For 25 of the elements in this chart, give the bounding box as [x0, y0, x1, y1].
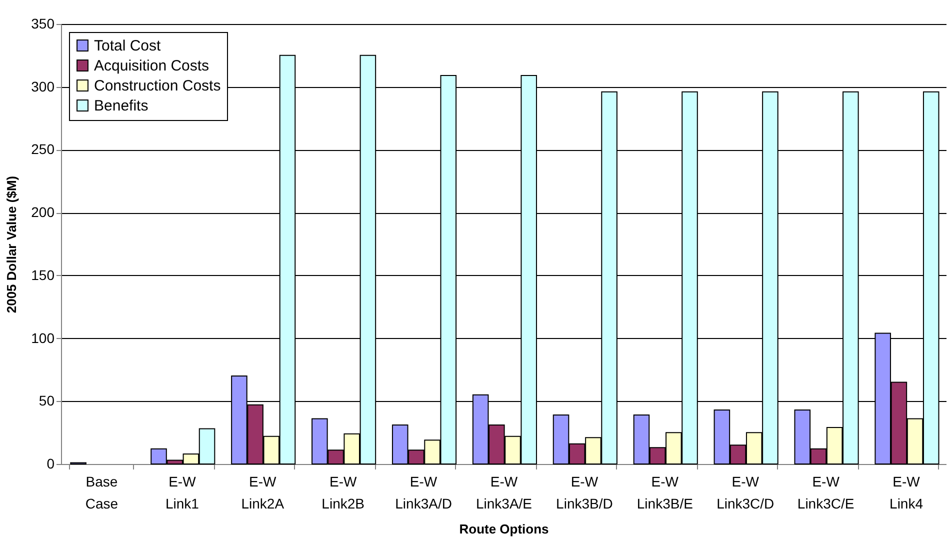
- legend-label: Benefits: [94, 98, 148, 114]
- y-tick-label: 100: [31, 330, 55, 346]
- x-tick-label: Base Case: [85, 474, 118, 512]
- x-tick-label: E-W Link2B: [322, 474, 364, 512]
- y-tick-label: 350: [31, 16, 55, 32]
- legend-label: Total Cost: [94, 38, 162, 54]
- y-tick-label: 200: [31, 204, 55, 220]
- x-tick-label: E-W Link2A: [241, 474, 285, 512]
- y-tick-label: 150: [31, 266, 55, 283]
- x-tick-label: E-W Link3C/D: [716, 474, 774, 512]
- legend-label: Acquisition Costs: [94, 58, 210, 74]
- x-tick-label: E-W Link3B/E: [636, 474, 693, 512]
- y-axis-title: 2005 Dollar Value ($M): [4, 176, 20, 314]
- y-tick-label: 50: [38, 392, 55, 409]
- x-tick-label: E-W Link1: [165, 474, 200, 512]
- legend-label: Construction Costs: [94, 78, 221, 94]
- x-tick-label: E-W Link3A/E: [476, 474, 532, 512]
- x-tick-label: E-W Link3C/E: [797, 474, 854, 512]
- x-tick-label: E-W Link4: [890, 474, 924, 512]
- y-tick-label: 0: [46, 456, 55, 472]
- x-tick-label: E-W Link3A/D: [395, 474, 452, 512]
- y-tick-label: 300: [31, 78, 55, 94]
- y-tick-label: 250: [31, 141, 55, 158]
- x-axis-title: Route Options: [459, 522, 549, 536]
- x-tick-label: E-W Link3B/D: [556, 474, 613, 512]
